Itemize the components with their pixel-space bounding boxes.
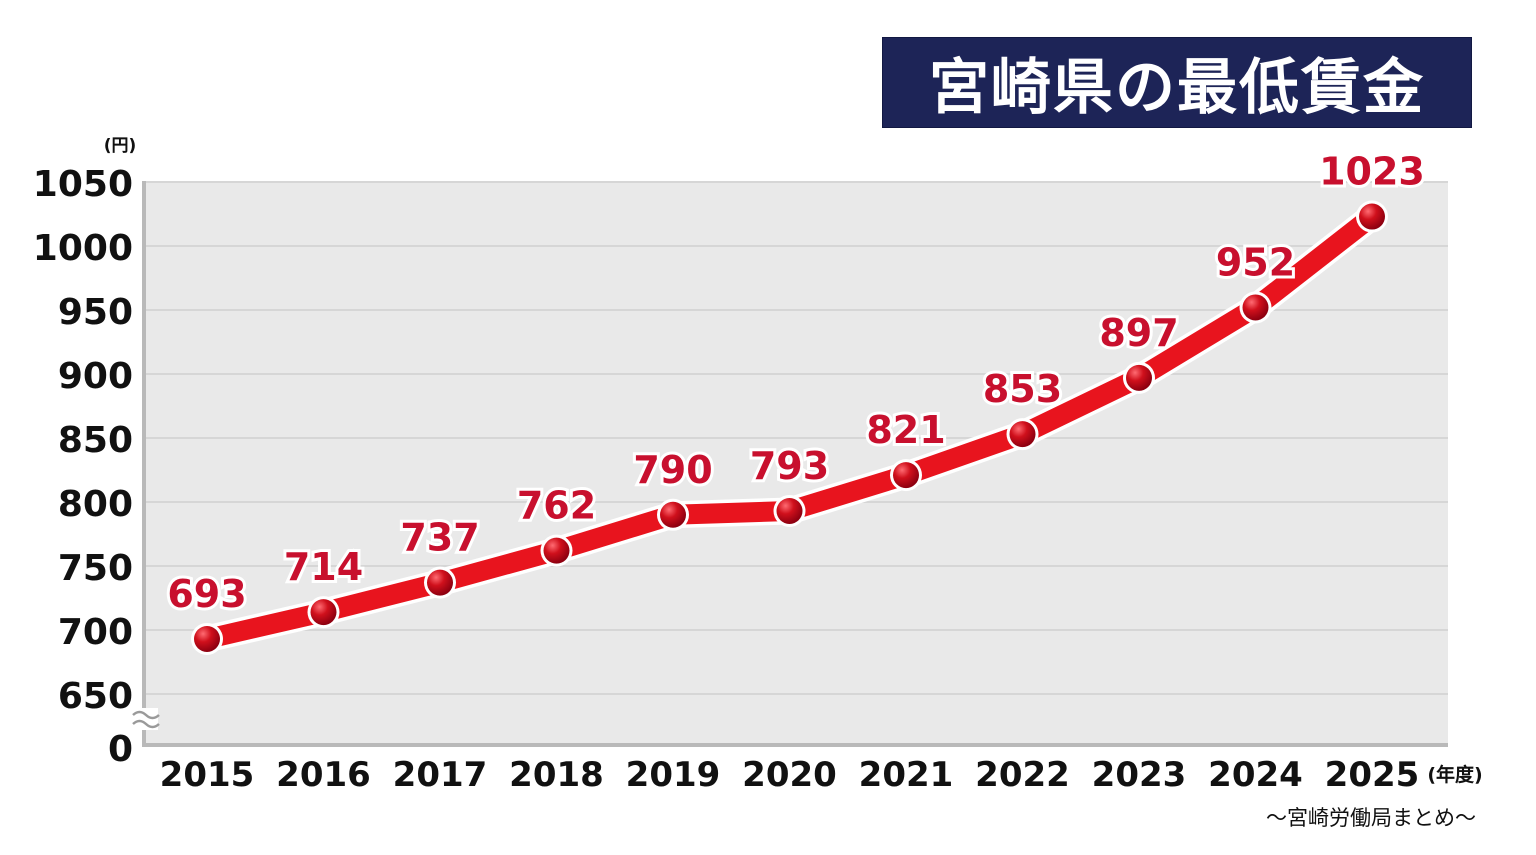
data-label: 793 <box>750 444 829 488</box>
data-label: 853 <box>983 367 1062 411</box>
data-point <box>194 625 220 652</box>
chart-title-box: 宮崎県の最低賃金 <box>882 37 1472 128</box>
plot-area <box>144 181 1448 745</box>
data-point <box>427 569 453 596</box>
x-tick-label: 2017 <box>393 755 488 795</box>
data-label: 1023 <box>1319 150 1425 194</box>
x-unit-label: (年度) <box>1427 763 1482 786</box>
y-tick-label: 950 <box>58 292 133 333</box>
chart-title: 宮崎県の最低賃金 <box>929 53 1425 123</box>
data-point <box>776 497 803 524</box>
x-tick-label: 2016 <box>276 755 371 795</box>
y-unit-label: (円) <box>104 136 137 156</box>
y-tick-label: 700 <box>58 612 133 653</box>
x-tick-label: 2019 <box>626 755 721 795</box>
data-label: 821 <box>866 408 945 452</box>
data-point <box>893 462 919 489</box>
data-point <box>1009 421 1036 448</box>
data-point <box>1359 203 1385 230</box>
y-tick-label: 1050 <box>33 164 133 205</box>
data-point <box>543 537 570 564</box>
axis-break-icon <box>132 708 160 730</box>
y-tick-label: 800 <box>58 484 133 525</box>
x-tick-label: 2020 <box>742 755 837 795</box>
x-tick-label: 2022 <box>975 755 1070 795</box>
data-label: 952 <box>1216 240 1295 284</box>
data-label: 790 <box>633 448 712 492</box>
data-label: 897 <box>1099 311 1178 355</box>
y-tick-label: 650 <box>58 676 133 717</box>
data-label: 737 <box>400 516 479 560</box>
y-tick-label: 0 <box>108 729 133 770</box>
y-tick-label: 900 <box>58 356 133 397</box>
data-label: 714 <box>284 545 363 589</box>
data-label: 693 <box>167 572 246 616</box>
y-tick-label: 1000 <box>33 228 133 269</box>
data-point <box>1242 294 1269 321</box>
data-point <box>310 599 337 626</box>
x-tick-label: 2021 <box>859 755 954 795</box>
data-point <box>1126 364 1152 391</box>
x-tick-label: 2023 <box>1092 755 1187 795</box>
x-tick-label: 2025 <box>1325 755 1420 795</box>
x-tick-label: 2024 <box>1208 755 1303 795</box>
data-label: 762 <box>517 484 596 528</box>
y-tick-label: 750 <box>58 548 133 589</box>
x-tick-label: 2015 <box>160 755 255 795</box>
x-tick-label: 2018 <box>509 755 604 795</box>
source-note: 〜宮崎労働局まとめ〜 <box>1266 806 1476 830</box>
y-tick-label: 850 <box>58 420 133 461</box>
data-point <box>660 501 686 528</box>
